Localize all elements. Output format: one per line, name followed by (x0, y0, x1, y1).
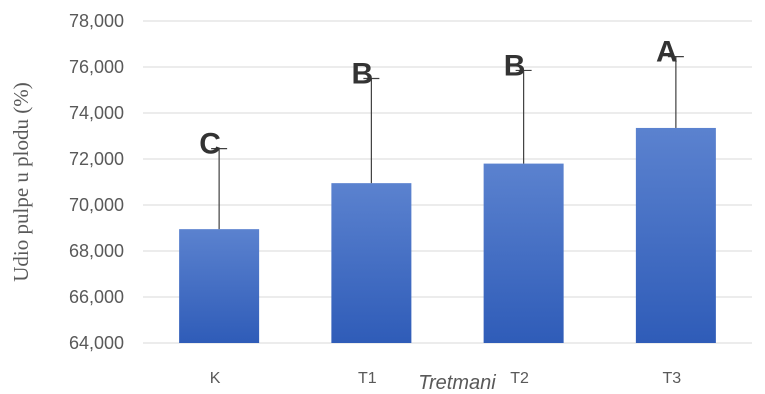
significance-letter-t3: A (656, 36, 678, 69)
x-category-label: T2 (510, 370, 529, 387)
y-tick-label: 78,000 (69, 11, 124, 31)
y-axis-label: Udio pulpe u plodu (%) (9, 82, 33, 281)
x-category-label: T1 (358, 370, 377, 387)
error-bars (211, 56, 684, 230)
x-category-label: T3 (663, 370, 682, 387)
x-axis-categories: K T1 T2 T3 (210, 370, 682, 387)
bar-t3 (635, 127, 716, 343)
bar-t2 (483, 163, 564, 343)
y-tick-label: 76,000 (69, 57, 124, 77)
y-tick-label: 64,000 (69, 333, 124, 353)
bar-t1 (331, 183, 412, 343)
significance-letter-t2: B (504, 49, 526, 82)
significance-letter-t1: B (352, 58, 374, 91)
x-axis-label: Tretmani (418, 372, 496, 394)
y-tick-label: 68,000 (69, 241, 124, 261)
y-tick-label: 66,000 (69, 287, 124, 307)
significance-letters: C B B A (199, 36, 677, 161)
error-bar-t2 (515, 69, 532, 164)
significance-letter-k: C (199, 128, 221, 161)
error-bar-t3 (667, 56, 684, 128)
bars (179, 127, 716, 343)
y-axis-ticks: 64,000 66,000 68,000 70,000 72,000 74,000 76,0… (69, 11, 124, 353)
y-tick-label: 74,000 (69, 103, 124, 123)
error-bar-k (211, 148, 228, 230)
error-bar-t1 (363, 77, 380, 184)
x-category-label: K (210, 370, 221, 387)
bar-k (179, 229, 260, 343)
y-tick-label: 70,000 (69, 195, 124, 215)
y-tick-label: 72,000 (69, 149, 124, 169)
